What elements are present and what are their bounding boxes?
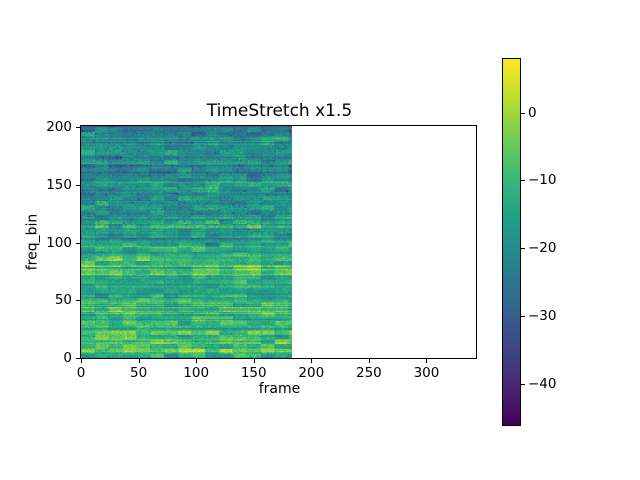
x-tick-mark (196, 359, 198, 363)
colorbar-tick-label: 0 (528, 104, 537, 121)
x-tick-label: 100 (183, 365, 210, 381)
x-tick-mark (368, 359, 370, 363)
x-tick-label: 250 (356, 365, 382, 381)
colorbar-tick-label: −10 (528, 172, 557, 189)
x-tick-label: 300 (413, 365, 440, 381)
plot-area (80, 125, 477, 359)
y-tick-label: 150 (46, 176, 72, 193)
y-tick-mark (76, 127, 80, 129)
y-tick-mark (76, 358, 80, 359)
colorbar-tick-label: −30 (528, 307, 557, 324)
y-tick-label: 0 (63, 350, 72, 366)
y-tick-mark (76, 242, 80, 244)
y-tick-mark (76, 184, 80, 186)
colorbar-tick-mark (521, 180, 525, 182)
x-tick-mark (138, 359, 140, 363)
y-tick-label: 50 (54, 292, 72, 309)
colorbar-tick-label: −20 (528, 240, 557, 257)
y-tick-label: 200 (46, 119, 72, 136)
x-tick-label: 150 (240, 365, 267, 381)
colorbar-tick-mark (521, 383, 525, 385)
colorbar-tick-label: −40 (528, 375, 557, 392)
x-axis-label: frame (258, 381, 301, 397)
x-tick-label: 200 (298, 365, 325, 381)
x-tick-mark (311, 359, 313, 363)
colorbar-tick-mark (521, 315, 525, 317)
x-tick-label: 50 (129, 365, 148, 381)
x-tick-mark (81, 359, 82, 363)
y-axis-label: freq_bin (24, 213, 41, 271)
x-tick-mark (253, 359, 255, 363)
chart-title: TimeStretch x1.5 (206, 101, 353, 121)
colorbar-tick-mark (521, 112, 525, 114)
colorbar-tick-mark (521, 248, 525, 250)
colorbar (502, 58, 521, 426)
y-tick-label: 100 (46, 234, 72, 251)
x-tick-label: 0 (76, 365, 86, 381)
x-tick-mark (426, 359, 428, 363)
y-tick-mark (76, 300, 80, 302)
spectrogram-heatmap (81, 126, 292, 358)
